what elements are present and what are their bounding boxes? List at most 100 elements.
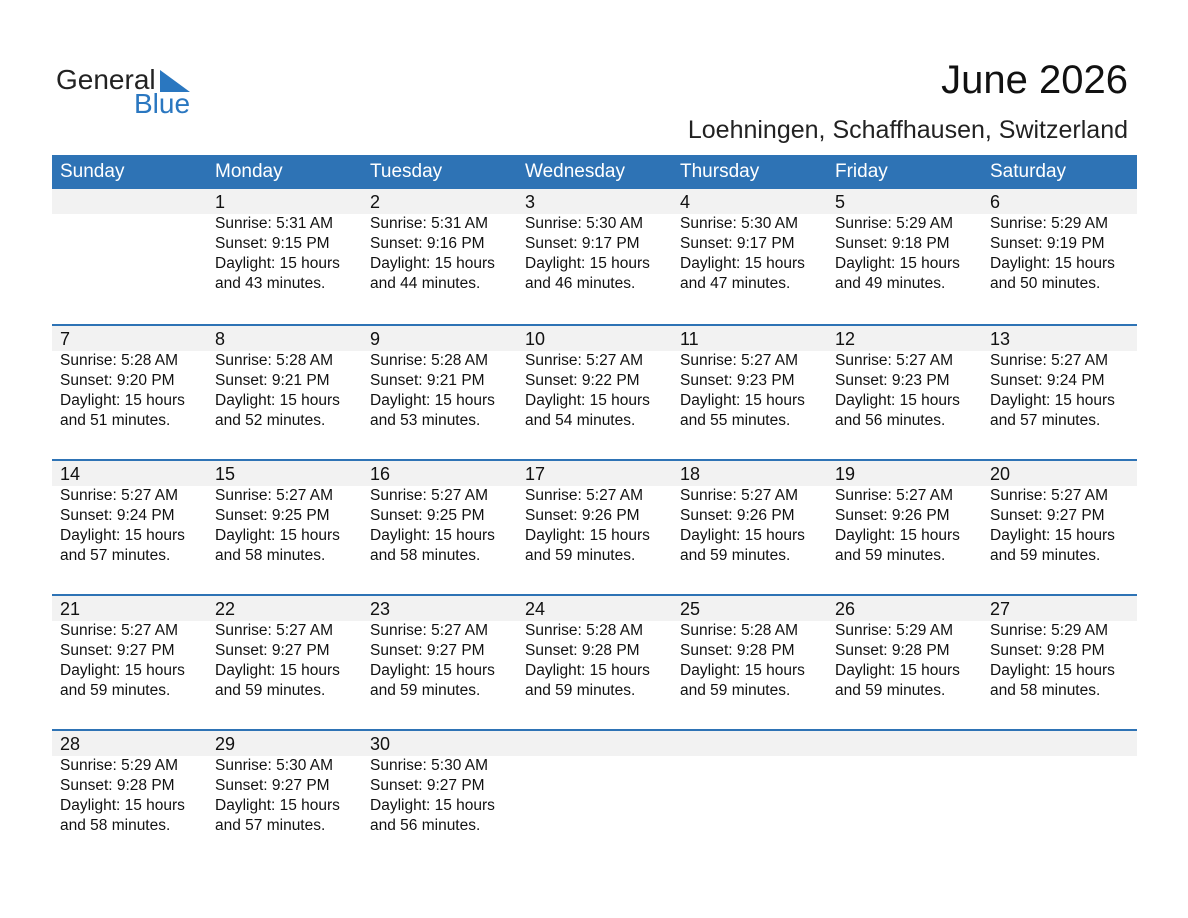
day-number: 23 bbox=[370, 599, 391, 619]
day-cell: 14 Sunrise: 5:27 AM Sunset: 9:24 PM Dayligh… bbox=[52, 461, 207, 566]
minutes-text: and 49 minutes. bbox=[835, 275, 946, 292]
sunrise-text: Sunrise: 5:30 AM bbox=[215, 757, 334, 774]
sunrise-text: Sunrise: 5:28 AM bbox=[215, 352, 334, 369]
day-cell: 4 Sunrise: 5:30 AM Sunset: 9:17 PM Daylight… bbox=[672, 189, 827, 294]
daylight-text: Daylight: 15 hours bbox=[370, 662, 495, 679]
day-cell: 20 Sunrise: 5:27 AM Sunset: 9:27 PM Dayligh… bbox=[982, 461, 1137, 566]
sunrise-text: Sunrise: 5:28 AM bbox=[370, 352, 489, 369]
day-cell: 6 Sunrise: 5:29 AM Sunset: 9:19 PM Daylight… bbox=[982, 189, 1137, 294]
day-cell: 18 Sunrise: 5:27 AM Sunset: 9:26 PM Dayligh… bbox=[672, 461, 827, 566]
daylight-text: Daylight: 15 hours bbox=[60, 392, 185, 409]
daylight-text: Daylight: 15 hours bbox=[525, 392, 650, 409]
daylight-text: Daylight: 15 hours bbox=[370, 797, 495, 814]
day-cell: 8 Sunrise: 5:28 AM Sunset: 9:21 PM Daylight… bbox=[207, 326, 362, 431]
sunrise-text: Sunrise: 5:31 AM bbox=[215, 215, 334, 232]
day-number: 2 bbox=[370, 192, 381, 212]
sunrise-text: Sunrise: 5:29 AM bbox=[60, 757, 179, 774]
day-cell: 30 Sunrise: 5:30 AM Sunset: 9:27 PM Dayligh… bbox=[362, 731, 517, 836]
sunset-text: Sunset: 9:18 PM bbox=[835, 235, 950, 252]
minutes-text: and 58 minutes. bbox=[215, 547, 326, 564]
day-number: 9 bbox=[370, 329, 381, 349]
minutes-text: and 58 minutes. bbox=[60, 817, 171, 834]
daylight-text: Daylight: 15 hours bbox=[990, 527, 1115, 544]
week-row: 21 Sunrise: 5:27 AM Sunset: 9:27 PM Dayligh… bbox=[52, 594, 1137, 729]
day-number: 3 bbox=[525, 192, 536, 212]
day-number: 25 bbox=[680, 599, 701, 619]
sunset-text: Sunset: 9:15 PM bbox=[215, 235, 330, 252]
minutes-text: and 55 minutes. bbox=[680, 412, 791, 429]
day-number: 26 bbox=[835, 599, 856, 619]
sunset-text: Sunset: 9:28 PM bbox=[990, 642, 1105, 659]
day-cell: 28 Sunrise: 5:29 AM Sunset: 9:28 PM Dayligh… bbox=[52, 731, 207, 836]
day-number: 19 bbox=[835, 464, 856, 484]
daylight-text: Daylight: 15 hours bbox=[215, 662, 340, 679]
date-strip bbox=[52, 596, 1137, 621]
minutes-text: and 56 minutes. bbox=[835, 412, 946, 429]
day-number: 13 bbox=[990, 329, 1011, 349]
sunrise-text: Sunrise: 5:27 AM bbox=[835, 487, 954, 504]
day-cell: 23 Sunrise: 5:27 AM Sunset: 9:27 PM Dayligh… bbox=[362, 596, 517, 701]
day-cell: 2 Sunrise: 5:31 AM Sunset: 9:16 PM Daylight… bbox=[362, 189, 517, 294]
day-cell bbox=[672, 731, 827, 836]
minutes-text: and 44 minutes. bbox=[370, 275, 481, 292]
day-cell: 16 Sunrise: 5:27 AM Sunset: 9:25 PM Dayligh… bbox=[362, 461, 517, 566]
day-cell bbox=[52, 189, 207, 294]
sunrise-text: Sunrise: 5:27 AM bbox=[680, 487, 799, 504]
sunset-text: Sunset: 9:23 PM bbox=[835, 372, 950, 389]
day-cell bbox=[827, 731, 982, 836]
minutes-text: and 59 minutes. bbox=[370, 682, 481, 699]
sunset-text: Sunset: 9:22 PM bbox=[525, 372, 640, 389]
sunrise-text: Sunrise: 5:28 AM bbox=[525, 622, 644, 639]
day-number: 1 bbox=[215, 192, 226, 212]
daylight-text: Daylight: 15 hours bbox=[990, 392, 1115, 409]
day-cell: 17 Sunrise: 5:27 AM Sunset: 9:26 PM Dayligh… bbox=[517, 461, 672, 566]
calendar-grid: Sunday Monday Tuesday Wednesday Thursday Frid… bbox=[52, 155, 1137, 864]
daylight-text: Daylight: 15 hours bbox=[680, 662, 805, 679]
daylight-text: Daylight: 15 hours bbox=[60, 797, 185, 814]
sunrise-text: Sunrise: 5:28 AM bbox=[680, 622, 799, 639]
day-cell: 12 Sunrise: 5:27 AM Sunset: 9:23 PM Dayligh… bbox=[827, 326, 982, 431]
day-cell: 10 Sunrise: 5:27 AM Sunset: 9:22 PM Dayligh… bbox=[517, 326, 672, 431]
minutes-text: and 58 minutes. bbox=[370, 547, 481, 564]
minutes-text: and 59 minutes. bbox=[215, 682, 326, 699]
daylight-text: Daylight: 15 hours bbox=[215, 392, 340, 409]
sunrise-text: Sunrise: 5:27 AM bbox=[215, 622, 334, 639]
day-cell: 22 Sunrise: 5:27 AM Sunset: 9:27 PM Dayligh… bbox=[207, 596, 362, 701]
day-cell: 26 Sunrise: 5:29 AM Sunset: 9:28 PM Dayligh… bbox=[827, 596, 982, 701]
day-number: 4 bbox=[680, 192, 691, 212]
minutes-text: and 54 minutes. bbox=[525, 412, 636, 429]
day-number: 29 bbox=[215, 734, 236, 754]
day-number: 12 bbox=[835, 329, 856, 349]
sunrise-text: Sunrise: 5:27 AM bbox=[370, 487, 489, 504]
date-strip bbox=[52, 326, 1137, 351]
logo-general: General bbox=[56, 64, 156, 95]
day-number: 10 bbox=[525, 329, 546, 349]
weekday-monday: Monday bbox=[215, 161, 283, 182]
sunset-text: Sunset: 9:25 PM bbox=[370, 507, 485, 524]
sunset-text: Sunset: 9:21 PM bbox=[370, 372, 485, 389]
day-number: 27 bbox=[990, 599, 1011, 619]
day-cell bbox=[517, 731, 672, 836]
day-number: 21 bbox=[60, 599, 81, 619]
day-cell: 25 Sunrise: 5:28 AM Sunset: 9:28 PM Dayligh… bbox=[672, 596, 827, 701]
minutes-text: and 46 minutes. bbox=[525, 275, 636, 292]
sunset-text: Sunset: 9:28 PM bbox=[680, 642, 795, 659]
day-cell bbox=[982, 731, 1137, 836]
sunset-text: Sunset: 9:19 PM bbox=[990, 235, 1105, 252]
minutes-text: and 53 minutes. bbox=[370, 412, 481, 429]
daylight-text: Daylight: 15 hours bbox=[835, 662, 960, 679]
minutes-text: and 59 minutes. bbox=[680, 682, 791, 699]
minutes-text: and 59 minutes. bbox=[835, 682, 946, 699]
sunset-text: Sunset: 9:17 PM bbox=[680, 235, 795, 252]
date-strip bbox=[52, 731, 1137, 756]
minutes-text: and 47 minutes. bbox=[680, 275, 791, 292]
daylight-text: Daylight: 15 hours bbox=[680, 527, 805, 544]
sunset-text: Sunset: 9:27 PM bbox=[370, 642, 485, 659]
minutes-text: and 50 minutes. bbox=[990, 275, 1101, 292]
minutes-text: and 59 minutes. bbox=[680, 547, 791, 564]
week-row: 7 Sunrise: 5:28 AM Sunset: 9:20 PM Daylight… bbox=[52, 324, 1137, 459]
daylight-text: Daylight: 15 hours bbox=[835, 255, 960, 272]
daylight-text: Daylight: 15 hours bbox=[835, 392, 960, 409]
day-number: 22 bbox=[215, 599, 236, 619]
sunset-text: Sunset: 9:28 PM bbox=[525, 642, 640, 659]
